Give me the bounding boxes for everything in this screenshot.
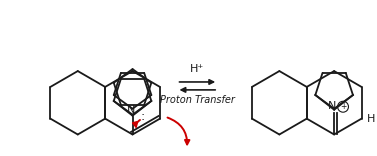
Text: :: : [141, 110, 145, 123]
Text: Proton Transfer: Proton Transfer [160, 95, 235, 105]
Text: H: H [366, 114, 375, 124]
Text: +: + [340, 102, 346, 111]
Text: N: N [126, 105, 135, 115]
Text: H⁺: H⁺ [190, 64, 204, 74]
Text: N: N [328, 101, 336, 111]
